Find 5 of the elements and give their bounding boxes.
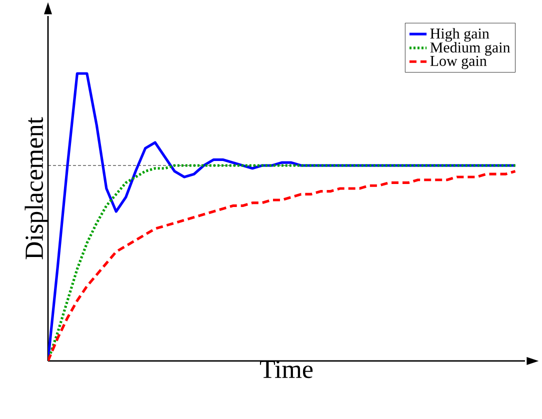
y-axis-title: Displacement [24, 117, 48, 260]
legend-label: Low gain [430, 56, 487, 70]
legend-label: Medium gain [430, 42, 510, 56]
x-axis-title: Time [260, 360, 313, 378]
legend-label: High gain [430, 28, 490, 42]
